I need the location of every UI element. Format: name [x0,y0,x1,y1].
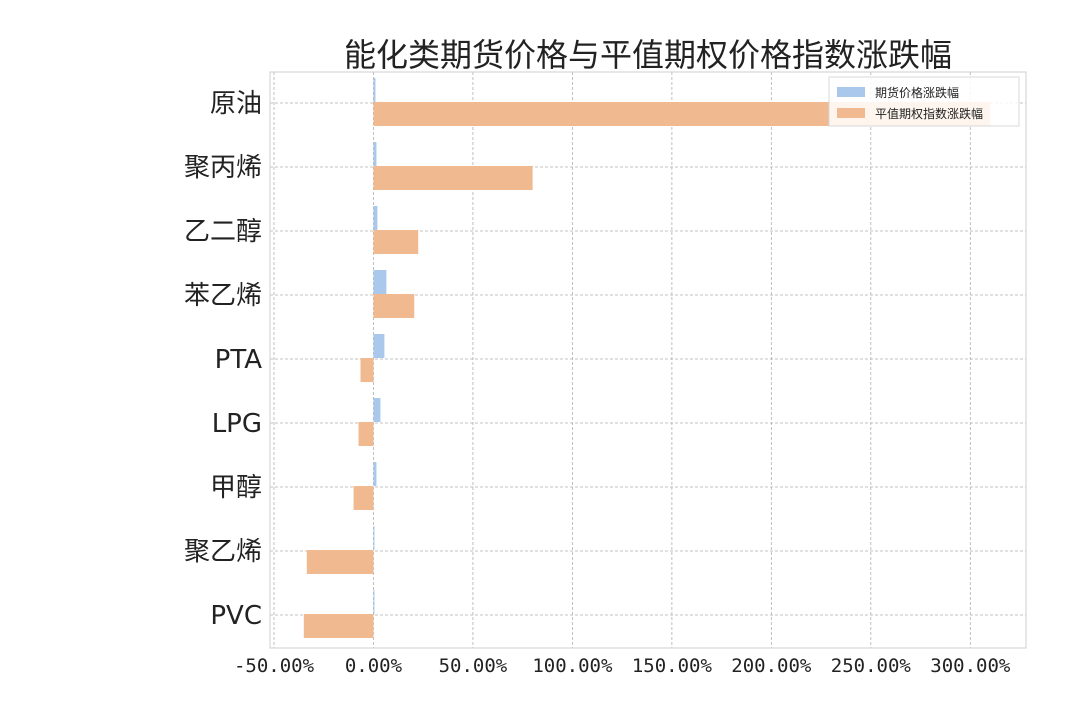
x-tick-label: 0.00% [345,655,403,677]
bar-options-1 [373,166,533,190]
legend-swatch-0 [837,87,865,97]
bar-options-8 [303,614,374,638]
x-tick-label: 300.00% [930,655,1011,677]
bar-options-2 [373,230,419,254]
x-tick-label: 100.00% [532,655,613,677]
bar-options-5 [358,422,374,446]
bar-options-3 [373,294,415,318]
bar-options-6 [353,486,374,510]
bar-options-4 [360,358,374,382]
y-tick-label: 原油 [210,89,262,119]
y-tick-label: PTA [215,345,263,375]
legend-label-0: 期货价格涨跌幅 [875,85,959,100]
x-tick-label: 250.00% [831,655,912,677]
x-tick-label: 200.00% [731,655,812,677]
legend-label-1: 平值期权指数涨跌幅 [875,106,983,121]
y-tick-label: 聚丙烯 [184,153,262,183]
bar-futures-2 [373,206,378,230]
bar-futures-4 [373,334,385,358]
bar-futures-1 [373,142,377,166]
chart-title: 能化类期货价格与平值期权价格指数涨跌幅 [343,36,952,74]
bar-options-7 [306,550,374,574]
legend-swatch-1 [837,108,865,118]
bar-futures-6 [373,462,377,486]
y-tick-label: PVC [210,601,262,631]
bar-futures-5 [373,398,381,422]
y-tick-label: 乙二醇 [184,217,262,247]
bar-futures-8 [373,590,375,614]
x-tick-label: -50.00% [234,655,315,677]
y-tick-label: LPG [212,409,262,439]
y-tick-label: 聚乙烯 [184,537,262,567]
y-tick-label: 甲醇 [210,473,262,503]
x-tick-label: 150.00% [632,655,713,677]
y-tick-label: 苯乙烯 [184,281,262,311]
plot-frame [269,71,1027,649]
x-tick-label: 50.00% [439,655,508,677]
bar-futures-0 [373,78,376,102]
bar-futures-7 [373,526,375,550]
bar-futures-3 [373,270,387,294]
